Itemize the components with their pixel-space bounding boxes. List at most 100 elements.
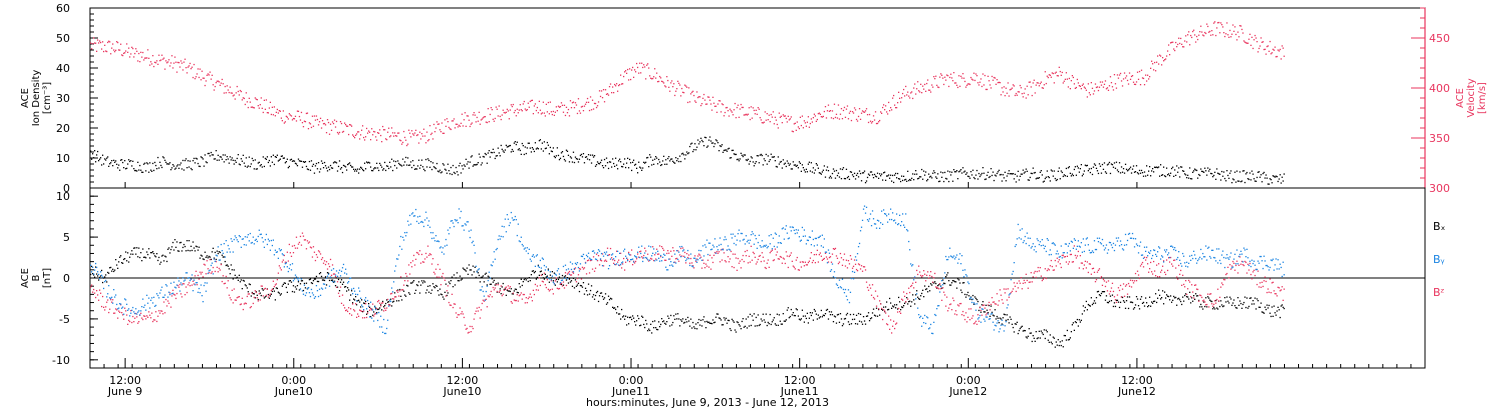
bx-point xyxy=(548,269,549,270)
density-point xyxy=(441,171,442,172)
bx-point xyxy=(403,291,404,292)
bz-point xyxy=(565,272,566,273)
bz-point xyxy=(539,277,540,278)
by-point xyxy=(101,275,102,276)
bx-point xyxy=(862,324,863,325)
bz-point xyxy=(693,267,694,268)
velocity-point xyxy=(311,127,312,128)
velocity-point xyxy=(791,116,792,117)
bz-point xyxy=(1215,303,1216,304)
bz-point xyxy=(426,257,427,258)
velocity-point xyxy=(1127,80,1128,81)
density-point xyxy=(150,170,151,171)
velocity-point xyxy=(612,86,613,87)
velocity-point xyxy=(796,130,797,131)
velocity-point xyxy=(199,69,200,70)
bz-point xyxy=(1140,265,1141,266)
density-point xyxy=(465,159,466,160)
bz-point xyxy=(288,260,289,261)
density-point xyxy=(753,161,754,162)
density-point xyxy=(450,167,451,168)
velocity-point xyxy=(719,100,720,101)
velocity-point xyxy=(1028,94,1029,95)
velocity-point xyxy=(1190,35,1191,36)
density-point xyxy=(1160,164,1161,165)
bx-point xyxy=(985,305,986,306)
density-point xyxy=(777,166,778,167)
bx-point xyxy=(924,285,925,286)
bz-point xyxy=(408,264,409,265)
density-point xyxy=(664,164,665,165)
velocity-point xyxy=(761,119,762,120)
density-point xyxy=(401,165,402,166)
velocity-point xyxy=(205,80,206,81)
bz-point xyxy=(782,263,783,264)
density-point xyxy=(925,171,926,172)
bz-point xyxy=(1076,257,1077,258)
density-point xyxy=(920,176,921,177)
bx-point xyxy=(755,325,756,326)
velocity-point xyxy=(1115,83,1116,84)
velocity-point xyxy=(391,127,392,128)
bx-point xyxy=(207,257,208,258)
velocity-point xyxy=(401,144,402,145)
bz-point xyxy=(1046,278,1047,279)
bx-point xyxy=(1283,307,1284,308)
bx-point xyxy=(407,285,408,286)
bz-point xyxy=(885,312,886,313)
bx-point xyxy=(1010,319,1011,320)
density-point xyxy=(571,157,572,158)
density-point xyxy=(301,161,302,162)
bx-point xyxy=(1228,302,1229,303)
bz-point xyxy=(346,309,347,310)
velocity-point xyxy=(846,109,847,110)
bz-point xyxy=(760,255,761,256)
density-point xyxy=(805,171,806,172)
velocity-point xyxy=(1019,91,1020,92)
velocity-point xyxy=(590,96,591,97)
velocity-point xyxy=(911,91,912,92)
velocity-point xyxy=(1025,88,1026,89)
bz-point xyxy=(495,287,496,288)
density-point xyxy=(615,158,616,159)
bz-point xyxy=(670,251,671,252)
bx-point xyxy=(218,253,219,254)
density-point xyxy=(914,174,915,175)
velocity-point xyxy=(1125,77,1126,78)
density-point xyxy=(1246,172,1247,173)
velocity-point xyxy=(1012,88,1013,89)
b-axis-title-line: ACE xyxy=(20,268,31,288)
bx-point xyxy=(742,318,743,319)
density-point xyxy=(1083,174,1084,175)
velocity-point xyxy=(807,122,808,123)
density-point xyxy=(891,181,892,182)
bz-point xyxy=(373,315,374,316)
bx-point xyxy=(553,280,554,281)
velocity-point xyxy=(487,122,488,123)
density-point xyxy=(535,142,536,143)
by-point xyxy=(179,290,180,291)
velocity-point xyxy=(1032,95,1033,96)
bz-point xyxy=(987,304,988,305)
bx-point xyxy=(1027,337,1028,338)
velocity-point xyxy=(246,92,247,93)
bx-point xyxy=(1065,335,1066,336)
bx-point xyxy=(382,301,383,302)
density-point xyxy=(1256,177,1257,178)
bx-point xyxy=(201,255,202,256)
velocity-point xyxy=(402,142,403,143)
bx-point xyxy=(470,269,471,270)
bx-point xyxy=(579,291,580,292)
bz-point xyxy=(531,297,532,298)
bx-point xyxy=(290,280,291,281)
density-tick-label: 50 xyxy=(56,32,70,45)
bx-point xyxy=(241,279,242,280)
velocity-point xyxy=(601,90,602,91)
by-point xyxy=(152,302,153,303)
bz-point xyxy=(455,312,456,313)
density-point xyxy=(372,170,373,171)
velocity-point xyxy=(1251,37,1252,38)
velocity-point xyxy=(457,126,458,127)
velocity-point xyxy=(506,112,507,113)
bz-point xyxy=(635,261,636,262)
